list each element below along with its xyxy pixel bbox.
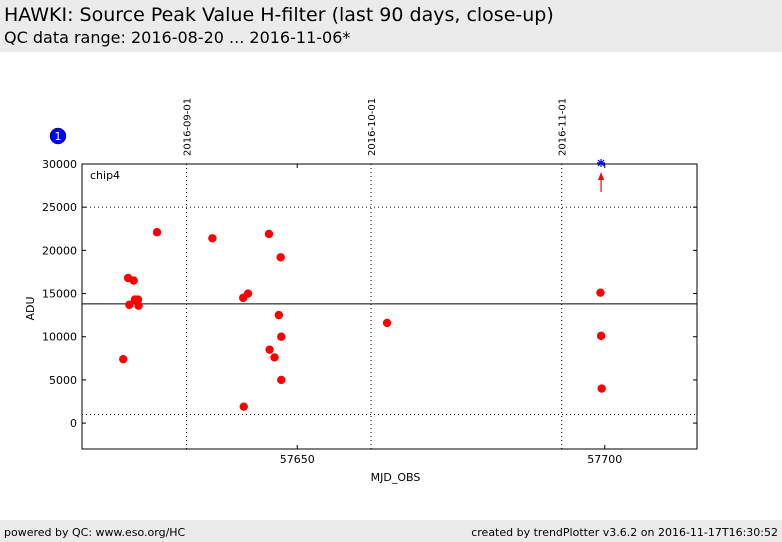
data-point (274, 310, 283, 320)
outlier-marker (597, 159, 606, 167)
ticks-layer: 2016-09-01 2016-10-01 2016-11-01 0 5000 10000… (42, 98, 697, 466)
x-tick-label: 57650 (280, 453, 315, 466)
data-point (264, 229, 274, 239)
grid-layer (82, 164, 697, 449)
data-point (208, 234, 217, 243)
outlier-arrow-head (598, 172, 605, 180)
data-point (596, 288, 605, 297)
data-point (133, 295, 143, 304)
x-axis-label: MJD_OBS (371, 471, 421, 484)
data-point (265, 345, 274, 354)
data-point (270, 353, 279, 362)
y-tick-label: 5000 (49, 374, 77, 387)
footer-powered-by: powered by QC: www.eso.org/HC (4, 526, 186, 539)
badge-circle (49, 127, 67, 145)
data-point (277, 332, 286, 341)
y-tick-label: 10000 (42, 331, 77, 344)
footer-bar: powered by QC: www.eso.org/HC created by… (0, 520, 782, 542)
marks-layer (119, 159, 606, 411)
date-tick-label: 2016-11-01 (558, 98, 569, 156)
data-point (134, 301, 143, 310)
date-tick-label: 2016-10-01 (367, 98, 378, 156)
data-point (596, 331, 606, 341)
header-bar: HAWKI: Source Peak Value H-filter (last … (0, 0, 782, 52)
data-point (239, 402, 248, 411)
x-tick-label: 57700 (587, 453, 622, 466)
y-tick-label: 30000 (42, 158, 77, 171)
data-point (382, 318, 392, 328)
trend-chart: 2016-09-01 2016-10-01 2016-11-01 0 5000 10000… (24, 98, 698, 484)
panel-number-badge: 1 (49, 127, 67, 145)
y-tick-label: 15000 (42, 288, 77, 301)
footer-created-by: created by trendPlotter v3.6.2 on 2016-1… (471, 526, 778, 539)
data-point (597, 384, 606, 393)
panel-label: chip4 (90, 169, 120, 182)
y-tick-label: 0 (70, 417, 77, 430)
data-point (243, 289, 253, 298)
data-point (277, 375, 286, 385)
data-point (125, 300, 134, 309)
data-point (129, 276, 138, 285)
y-tick-label: 20000 (42, 244, 77, 257)
data-range-subtitle: QC data range: 2016-08-20 ... 2016-11-06… (4, 28, 351, 47)
y-tick-label: 25000 (42, 201, 77, 214)
date-tick-label: 2016-09-01 (183, 98, 194, 156)
data-point (152, 228, 162, 237)
y-axis-label: ADU (24, 296, 37, 320)
data-point (276, 253, 285, 262)
badge-number: 1 (55, 130, 62, 143)
page-title: HAWKI: Source Peak Value H-filter (last … (4, 4, 554, 26)
plot-frame (81, 163, 698, 450)
data-point (119, 354, 128, 364)
